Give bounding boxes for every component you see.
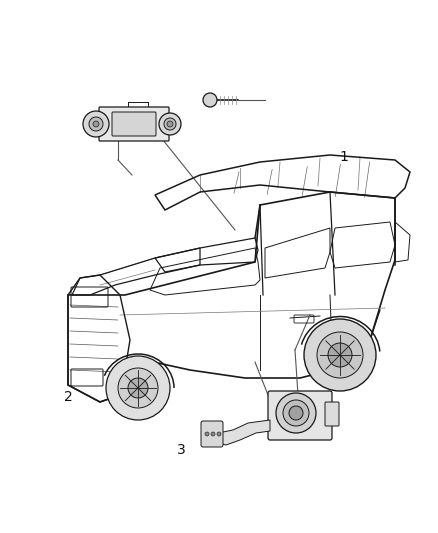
Circle shape (164, 118, 176, 130)
Circle shape (283, 400, 309, 426)
Circle shape (289, 406, 303, 420)
Text: 2: 2 (64, 390, 72, 404)
Circle shape (203, 93, 217, 107)
Circle shape (89, 117, 103, 131)
Polygon shape (218, 420, 270, 445)
Circle shape (106, 356, 170, 420)
Circle shape (93, 121, 99, 127)
FancyBboxPatch shape (112, 112, 156, 136)
FancyBboxPatch shape (201, 421, 223, 447)
Circle shape (276, 393, 316, 433)
Circle shape (167, 121, 173, 127)
Circle shape (328, 343, 352, 367)
FancyBboxPatch shape (325, 402, 339, 426)
Text: 1: 1 (339, 150, 348, 164)
Circle shape (83, 111, 109, 137)
Circle shape (217, 432, 221, 436)
Circle shape (211, 432, 215, 436)
Circle shape (128, 378, 148, 398)
FancyBboxPatch shape (268, 391, 332, 440)
Circle shape (317, 332, 363, 378)
Text: 3: 3 (177, 443, 186, 457)
FancyBboxPatch shape (99, 107, 169, 141)
Circle shape (159, 113, 181, 135)
Circle shape (118, 368, 158, 408)
Circle shape (205, 432, 209, 436)
Circle shape (304, 319, 376, 391)
